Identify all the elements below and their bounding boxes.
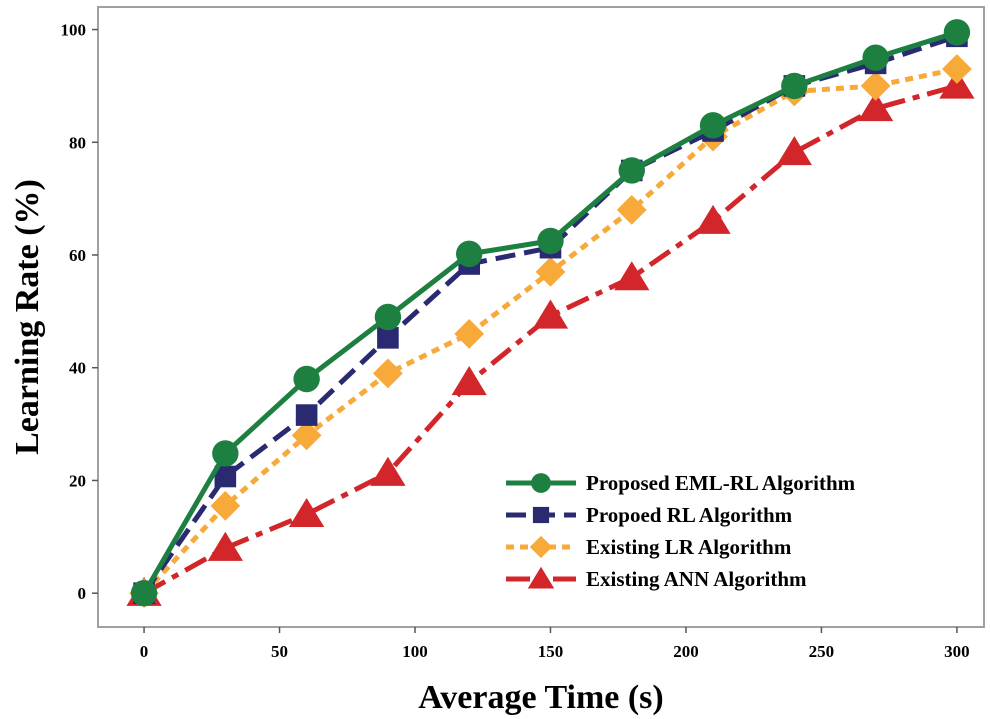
data-point [532, 299, 569, 329]
data-point [776, 136, 812, 166]
data-point [535, 257, 566, 287]
y-tick-label: 80 [69, 133, 86, 152]
data-point [451, 366, 487, 396]
y-tick-label: 0 [78, 584, 87, 603]
data-point [862, 44, 889, 71]
data-point [291, 420, 322, 451]
legend-item: Existing ANN Algorithm [506, 566, 807, 591]
data-point [455, 240, 483, 268]
legend-item: Proposed EML-RL Algorithm [506, 471, 856, 495]
data-point [207, 531, 243, 561]
data-point [616, 195, 647, 225]
x-tick-label: 150 [538, 642, 564, 661]
data-point [289, 497, 325, 528]
legend-label: Existing LR Algorithm [586, 535, 792, 559]
x-tick-label: 300 [944, 642, 970, 661]
x-tick-label: 0 [140, 642, 149, 661]
y-tick-label: 100 [61, 21, 87, 40]
data-point [537, 227, 564, 255]
x-tick-label: 250 [809, 642, 835, 661]
legend-label: Propoed RL Algorithm [586, 503, 793, 527]
x-tick-label: 200 [673, 642, 699, 661]
data-point [454, 319, 485, 349]
y-axis-title: Learning Rate (%) [9, 179, 46, 455]
legend: Proposed EML-RL Algorithm Propoed RL Algo… [506, 471, 856, 591]
legend-label: Existing ANN Algorithm [586, 567, 807, 591]
series-line [142, 83, 958, 596]
data-point [295, 404, 318, 426]
data-point [374, 303, 402, 331]
legend-swatch-marker [531, 473, 551, 493]
data-point [377, 327, 399, 349]
data-point [699, 112, 727, 139]
data-point [695, 204, 731, 234]
series-1 [130, 19, 971, 607]
series-layer [126, 19, 975, 609]
legend-swatch-marker [532, 506, 550, 524]
data-point [212, 440, 239, 467]
x-tick-label: 50 [271, 642, 288, 661]
data-point [781, 72, 808, 100]
legend-swatch-marker [529, 535, 553, 559]
x-axis-ticks: 0 50 100 150 200 250 300 [140, 627, 970, 661]
data-point [210, 490, 241, 521]
data-point [370, 456, 406, 486]
data-point [860, 71, 891, 101]
data-point [614, 261, 650, 291]
data-point [857, 92, 894, 122]
y-tick-label: 20 [69, 471, 86, 490]
data-point [130, 579, 158, 607]
y-axis-ticks: 0 20 40 60 80 100 [61, 21, 98, 603]
legend-label: Proposed EML-RL Algorithm [586, 471, 856, 495]
y-tick-label: 40 [69, 359, 86, 378]
data-point [942, 54, 972, 84]
data-point [618, 157, 645, 184]
data-point [939, 69, 975, 99]
data-point [293, 365, 320, 393]
legend-item: Existing LR Algorithm [506, 535, 792, 559]
data-point [214, 465, 237, 488]
y-tick-label: 60 [69, 246, 86, 265]
x-tick-label: 100 [402, 642, 428, 661]
data-point [373, 358, 403, 389]
legend-swatch-marker [527, 566, 555, 589]
x-axis-title: Average Time (s) [418, 679, 664, 716]
legend-item: Propoed RL Algorithm [506, 503, 793, 527]
data-point [943, 19, 971, 46]
